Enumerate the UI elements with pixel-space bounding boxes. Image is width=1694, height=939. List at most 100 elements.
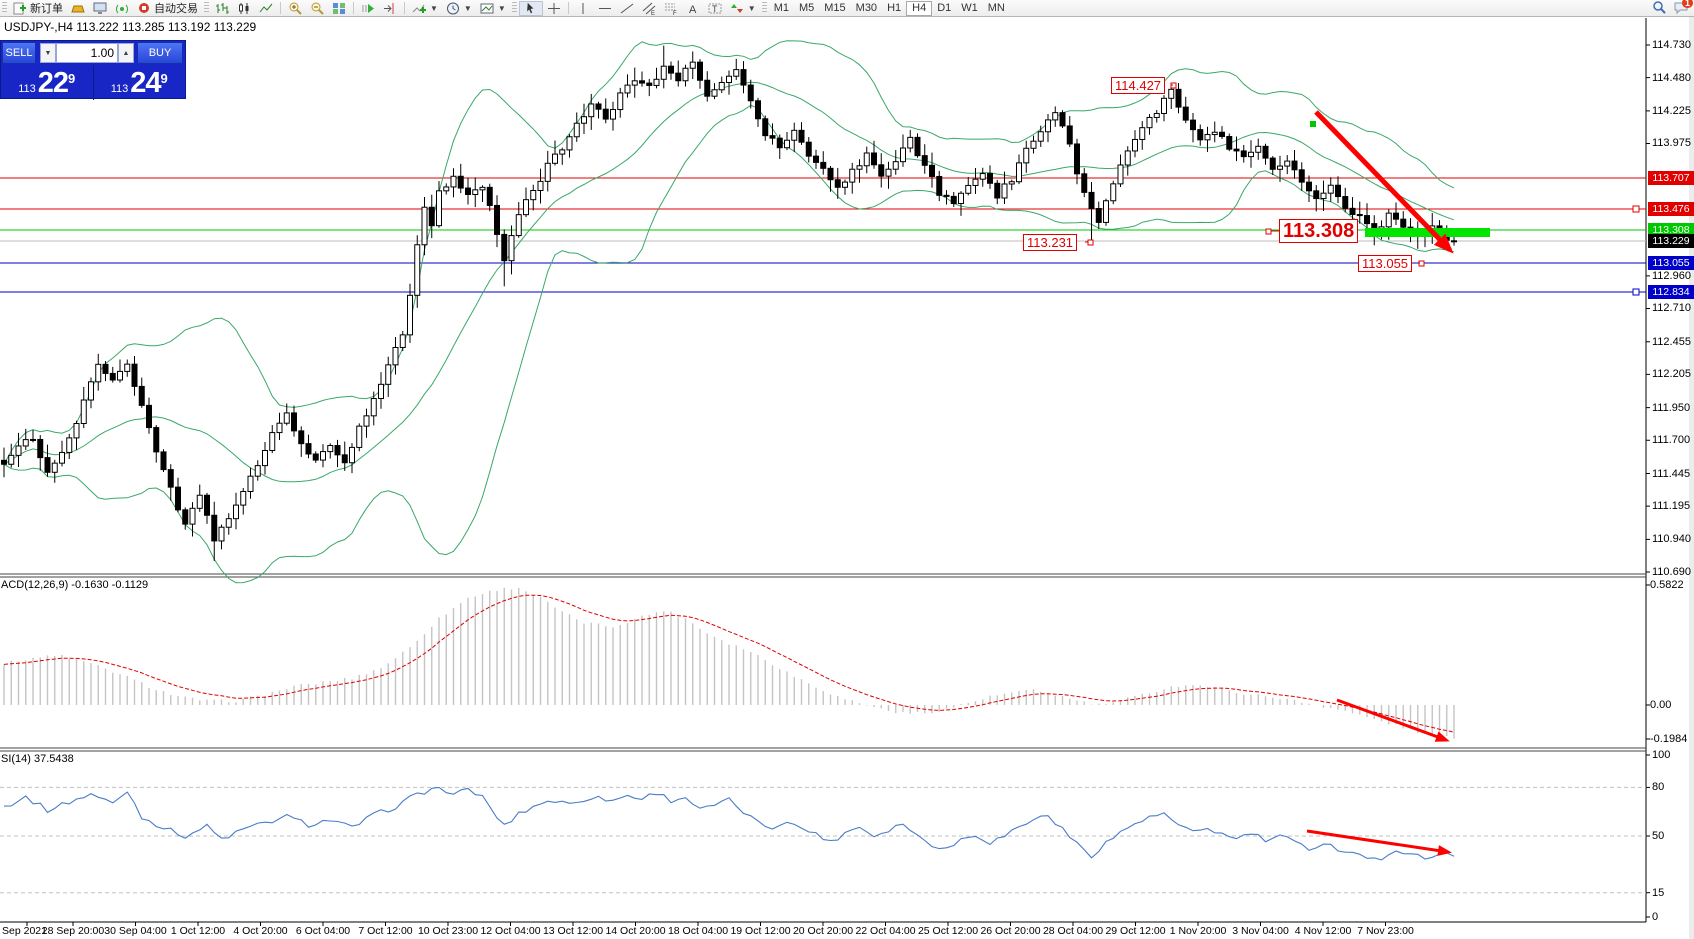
line-chart-icon [259, 2, 273, 15]
timeframe-button-M30[interactable]: M30 [855, 1, 878, 14]
timeframe-button-M1[interactable]: M1 [773, 1, 789, 14]
fibonacci-tool[interactable]: F [660, 1, 682, 17]
sell-button[interactable]: SELL [2, 42, 36, 64]
chat-badge: 1 [1681, 0, 1693, 8]
auto-scroll-icon [361, 2, 375, 15]
sell-price-fraction: 9 [68, 71, 76, 86]
line-chart-button[interactable] [255, 1, 277, 16]
new-order-label: 新订单 [30, 3, 63, 15]
periods-button[interactable]: ▼ [442, 1, 476, 16]
terminal-icon [93, 2, 107, 15]
bar-chart-icon [215, 2, 229, 15]
new-order-button[interactable]: 新订单 [9, 1, 67, 16]
svg-text:F: F [673, 11, 677, 15]
toolbar: 新订单 自动交易 [0, 0, 1694, 17]
zoom-in-icon [288, 2, 302, 15]
trendline-tool[interactable] [616, 1, 638, 16]
candlestick-icon [237, 2, 251, 15]
text-label-tool[interactable]: T [704, 1, 726, 16]
toolbar-grip[interactable] [2, 2, 7, 14]
channel-icon: E [642, 2, 656, 17]
timeframe-button-W1[interactable]: W1 [961, 1, 978, 14]
buy-price-pips: 24 [130, 67, 161, 99]
macd-indicator-label: ACD(12,26,9) -0.1630 -0.1129 [1, 579, 149, 591]
crosshair-tool-button[interactable] [543, 1, 565, 16]
chat-icon[interactable]: 1 [1674, 0, 1693, 15]
arrows-icon [730, 2, 744, 15]
toolbar-grip[interactable] [511, 2, 517, 14]
one-click-trading-panel: SELL ▼ ▲ BUY 113 22 9 113 24 9 [0, 40, 186, 100]
signal-icon [115, 2, 129, 15]
dropdown-caret: ▼ [747, 3, 756, 13]
timeframe-button-MN[interactable]: MN [987, 1, 1005, 14]
template-icon [480, 2, 494, 15]
indicators-icon [412, 2, 426, 15]
autotrading-button[interactable]: 自动交易 [133, 1, 202, 16]
tile-windows-icon [332, 2, 346, 15]
autotrading-icon [137, 2, 151, 15]
timeframe-button-M5[interactable]: M5 [798, 1, 815, 14]
chart-shift-icon [383, 2, 397, 15]
volume-decrease-button[interactable]: ▼ [40, 43, 56, 63]
text-tool[interactable]: A [682, 1, 704, 16]
volume-increase-button[interactable]: ▲ [118, 43, 134, 63]
cursor-tool-button[interactable] [518, 0, 543, 16]
tile-windows-button[interactable] [328, 1, 350, 16]
timeframe-bar: M1 M5 M15 M30 H1 H4 D1 W1 MN [769, 0, 1010, 16]
zoom-in-button[interactable] [284, 1, 306, 16]
timeframe-button-M15[interactable]: M15 [824, 1, 846, 14]
timeframe-button-D1[interactable]: D1 [937, 1, 952, 14]
sell-price-pips: 22 [37, 67, 69, 99]
crosshair-icon [547, 2, 561, 15]
horizontal-line-tool[interactable] [594, 1, 616, 16]
dropdown-caret: ▼ [463, 3, 472, 13]
bar-chart-button[interactable] [211, 1, 233, 16]
text-icon: A [686, 2, 700, 16]
gold-bar-icon [71, 2, 85, 15]
dropdown-caret: ▼ [497, 3, 506, 13]
sell-price-base: 113 [18, 83, 36, 95]
chart-shift-button[interactable] [379, 1, 401, 16]
text-label-icon: T [708, 2, 722, 15]
chart-ohlc-title: USDJPY-,H4 113.222 113.285 113.192 113.2… [4, 20, 257, 34]
indicators-button[interactable]: ▼ [408, 1, 442, 16]
arrows-tool[interactable]: ▼ [726, 1, 760, 16]
auto-scroll-button[interactable] [357, 1, 379, 16]
channel-tool[interactable]: E [638, 1, 660, 17]
sell-price[interactable]: 113 22 9 [1, 65, 94, 100]
window-edge-strip [1689, 17, 1694, 939]
zoom-out-icon [310, 2, 324, 15]
vertical-line-tool[interactable] [572, 1, 594, 16]
toolbar-grip[interactable] [761, 2, 767, 14]
signals-button[interactable] [111, 1, 133, 16]
svg-text:T: T [712, 4, 718, 14]
svg-text:A: A [689, 4, 697, 15]
autotrading-label: 自动交易 [154, 3, 198, 15]
svg-text:E: E [651, 11, 655, 15]
templates-button[interactable]: ▼ [476, 1, 510, 16]
candlestick-button[interactable] [233, 1, 255, 16]
buy-price-base: 113 [110, 83, 129, 95]
vertical-line-icon [576, 2, 590, 15]
timeframe-button-H1[interactable]: H1 [887, 1, 902, 14]
trendline-icon [620, 2, 634, 15]
search-icon[interactable] [1652, 1, 1666, 14]
fibonacci-icon: F [664, 2, 678, 17]
rsi-indicator-label: SI(14) 37.5438 [1, 753, 74, 765]
clock-icon [446, 2, 460, 15]
volume-input[interactable] [56, 43, 118, 63]
new-order-icon [13, 2, 27, 15]
buy-price[interactable]: 113 24 9 [94, 65, 186, 100]
buy-button[interactable]: BUY [137, 42, 183, 64]
timeframe-button-H4[interactable]: H4 [906, 0, 933, 16]
market-button[interactable] [67, 1, 89, 16]
buy-price-fraction: 9 [160, 71, 168, 86]
dropdown-caret: ▼ [430, 3, 438, 13]
terminal-button[interactable] [89, 1, 111, 16]
toolbar-grip[interactable] [204, 2, 209, 14]
zoom-out-button[interactable] [306, 1, 328, 16]
horizontal-line-icon [598, 2, 612, 15]
